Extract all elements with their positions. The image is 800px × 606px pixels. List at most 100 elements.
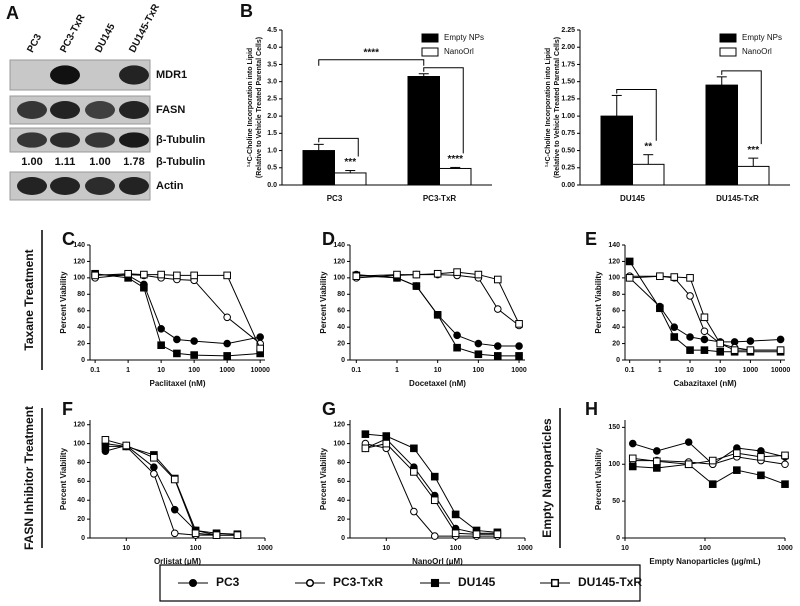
marker bbox=[382, 432, 391, 440]
marker bbox=[190, 271, 198, 280]
x-tick-label: 1000 bbox=[517, 545, 533, 552]
marker bbox=[91, 271, 99, 280]
bar bbox=[705, 84, 738, 186]
marker bbox=[625, 274, 634, 282]
y-tick-label: 140 bbox=[608, 242, 620, 249]
marker bbox=[150, 453, 158, 462]
marker bbox=[684, 438, 693, 446]
y-tick-label: 0 bbox=[81, 535, 85, 542]
significance: **** bbox=[447, 154, 463, 165]
x-tick-label: PC3 bbox=[327, 194, 343, 203]
blot-band bbox=[50, 132, 80, 148]
x-tick-label: 1000 bbox=[219, 367, 235, 374]
x-tick-label: 100 bbox=[188, 367, 200, 374]
legend-swatch bbox=[719, 47, 737, 57]
marker bbox=[412, 282, 421, 290]
y-tick-label: 20 bbox=[612, 340, 620, 347]
marker bbox=[256, 344, 264, 353]
bracket bbox=[318, 59, 425, 66]
y-tick-label: 1.5 bbox=[267, 130, 277, 137]
y-tick-label: 2.5 bbox=[267, 96, 277, 103]
marker bbox=[757, 453, 765, 461]
y-tick-label: 80 bbox=[77, 459, 85, 466]
marker bbox=[150, 463, 158, 472]
marker bbox=[433, 269, 442, 278]
quant-label: β-Tubulin bbox=[156, 156, 206, 168]
bar bbox=[407, 76, 440, 186]
legend-label: NanoOrl bbox=[444, 47, 474, 56]
y-axis-label: (Relative to Vehicle Treated Parental Ce… bbox=[554, 37, 561, 178]
marker bbox=[493, 305, 502, 313]
series-line bbox=[95, 274, 261, 344]
legend-label: DU145-TxR bbox=[578, 575, 642, 589]
marker bbox=[410, 468, 418, 476]
series-line bbox=[105, 443, 238, 536]
marker bbox=[686, 274, 694, 282]
x-tick-label: 1000 bbox=[511, 367, 527, 374]
marker bbox=[170, 529, 179, 538]
series-line bbox=[95, 273, 261, 357]
y-tick-label: 40 bbox=[77, 497, 85, 504]
marker bbox=[410, 444, 418, 453]
y-tick-label: 140 bbox=[73, 242, 85, 249]
blot-band bbox=[50, 101, 80, 119]
x-tick-label: DU145-TxR bbox=[716, 194, 759, 203]
y-tick-label: 1.00 bbox=[561, 113, 575, 120]
y-tick-label: 60 bbox=[612, 308, 620, 315]
series-line bbox=[365, 443, 498, 537]
y-tick-label: 120 bbox=[333, 258, 345, 265]
blot-band bbox=[85, 177, 115, 195]
x-tick-label: 0.1 bbox=[625, 367, 635, 374]
blot-band bbox=[17, 177, 47, 195]
y-tick-label: 100 bbox=[73, 275, 85, 282]
marker bbox=[781, 480, 789, 488]
marker bbox=[670, 323, 679, 331]
y-tick-label: 100 bbox=[333, 440, 345, 447]
y-tick-label: 0 bbox=[616, 357, 620, 364]
legend-marker bbox=[430, 578, 440, 588]
legend-swatch bbox=[421, 33, 439, 43]
x-tick-label: 0.1 bbox=[351, 367, 361, 374]
y-tick-label: 60 bbox=[337, 478, 345, 485]
significance: **** bbox=[363, 47, 379, 58]
marker bbox=[708, 480, 717, 488]
y-tick-label: 3.5 bbox=[267, 61, 277, 68]
quant-value: 1.00 bbox=[21, 156, 42, 168]
marker bbox=[393, 270, 401, 279]
marker bbox=[157, 341, 165, 350]
marker bbox=[625, 257, 634, 266]
marker bbox=[223, 339, 231, 348]
lane-label: PC3 bbox=[25, 32, 44, 55]
significance: *** bbox=[344, 157, 356, 168]
y-tick-label: 40 bbox=[337, 497, 345, 504]
y-tick-label: 60 bbox=[77, 478, 85, 485]
y-tick-label: 40 bbox=[612, 324, 620, 331]
x-tick-label: DU145 bbox=[620, 194, 645, 203]
marker bbox=[190, 337, 198, 345]
marker bbox=[746, 337, 755, 345]
y-axis-label: (Relative to Vehicle Treated Parental Ce… bbox=[256, 37, 263, 178]
y-tick-label: 100 bbox=[608, 461, 620, 468]
x-tick-label: 1 bbox=[126, 367, 130, 374]
x-tick-label: 10 bbox=[122, 545, 130, 552]
marker bbox=[430, 496, 439, 505]
x-tick-label: 10000 bbox=[250, 367, 270, 374]
blot-band bbox=[17, 132, 47, 148]
bracket bbox=[721, 70, 762, 145]
blot-band bbox=[17, 101, 47, 119]
lane-label: DU145 bbox=[93, 22, 118, 55]
marker bbox=[212, 531, 221, 539]
marker bbox=[628, 439, 637, 448]
panel-letter: H bbox=[585, 399, 598, 419]
marker bbox=[157, 270, 165, 279]
x-tick-label: 100 bbox=[473, 367, 485, 374]
legend-swatch bbox=[719, 33, 737, 43]
y-tick-label: 20 bbox=[77, 516, 85, 523]
blot-band bbox=[119, 132, 149, 148]
x-tick-label: 0.1 bbox=[90, 367, 100, 374]
y-tick-label: 80 bbox=[337, 291, 345, 298]
x-axis-label: NanoOrl (μM) bbox=[412, 557, 463, 566]
marker bbox=[190, 351, 198, 359]
x-axis-label: Orlistat (μM) bbox=[154, 557, 201, 566]
